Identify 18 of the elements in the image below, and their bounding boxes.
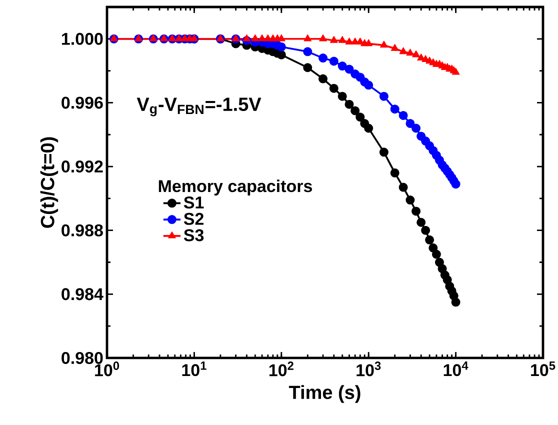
x-axis-title: Time (s) (288, 385, 360, 403)
x-tick-label: 10$^{5}$ (531, 362, 556, 376)
legend-label: S1 (184, 196, 204, 209)
x-tick-label: 10$^{1}$ (182, 362, 206, 376)
y-tick-label: 0.988 (62, 224, 103, 236)
x-tick-label: 10$^{3}$ (356, 362, 381, 376)
y-tick-label: 0.980 (62, 352, 103, 364)
annotation: V$_{g}$-V$_{FBN}$=-1.5V (136, 98, 262, 116)
y-tick-label: 1.000 (62, 32, 103, 45)
y-tick-label: 0.992 (62, 160, 103, 173)
legend-title: Memory capacitors (158, 180, 312, 196)
x-tick-label: 10$^{2}$ (269, 362, 294, 376)
y-tick-label: 0.996 (62, 96, 103, 109)
legend-label: S2 (184, 212, 204, 225)
x-tick-label: 10$^{4}$ (444, 362, 468, 376)
y-tick-label: 0.984 (62, 288, 104, 300)
legend-label: S3 (184, 229, 204, 242)
y-axis-title: C(t)/C(t=0) (40, 137, 58, 228)
